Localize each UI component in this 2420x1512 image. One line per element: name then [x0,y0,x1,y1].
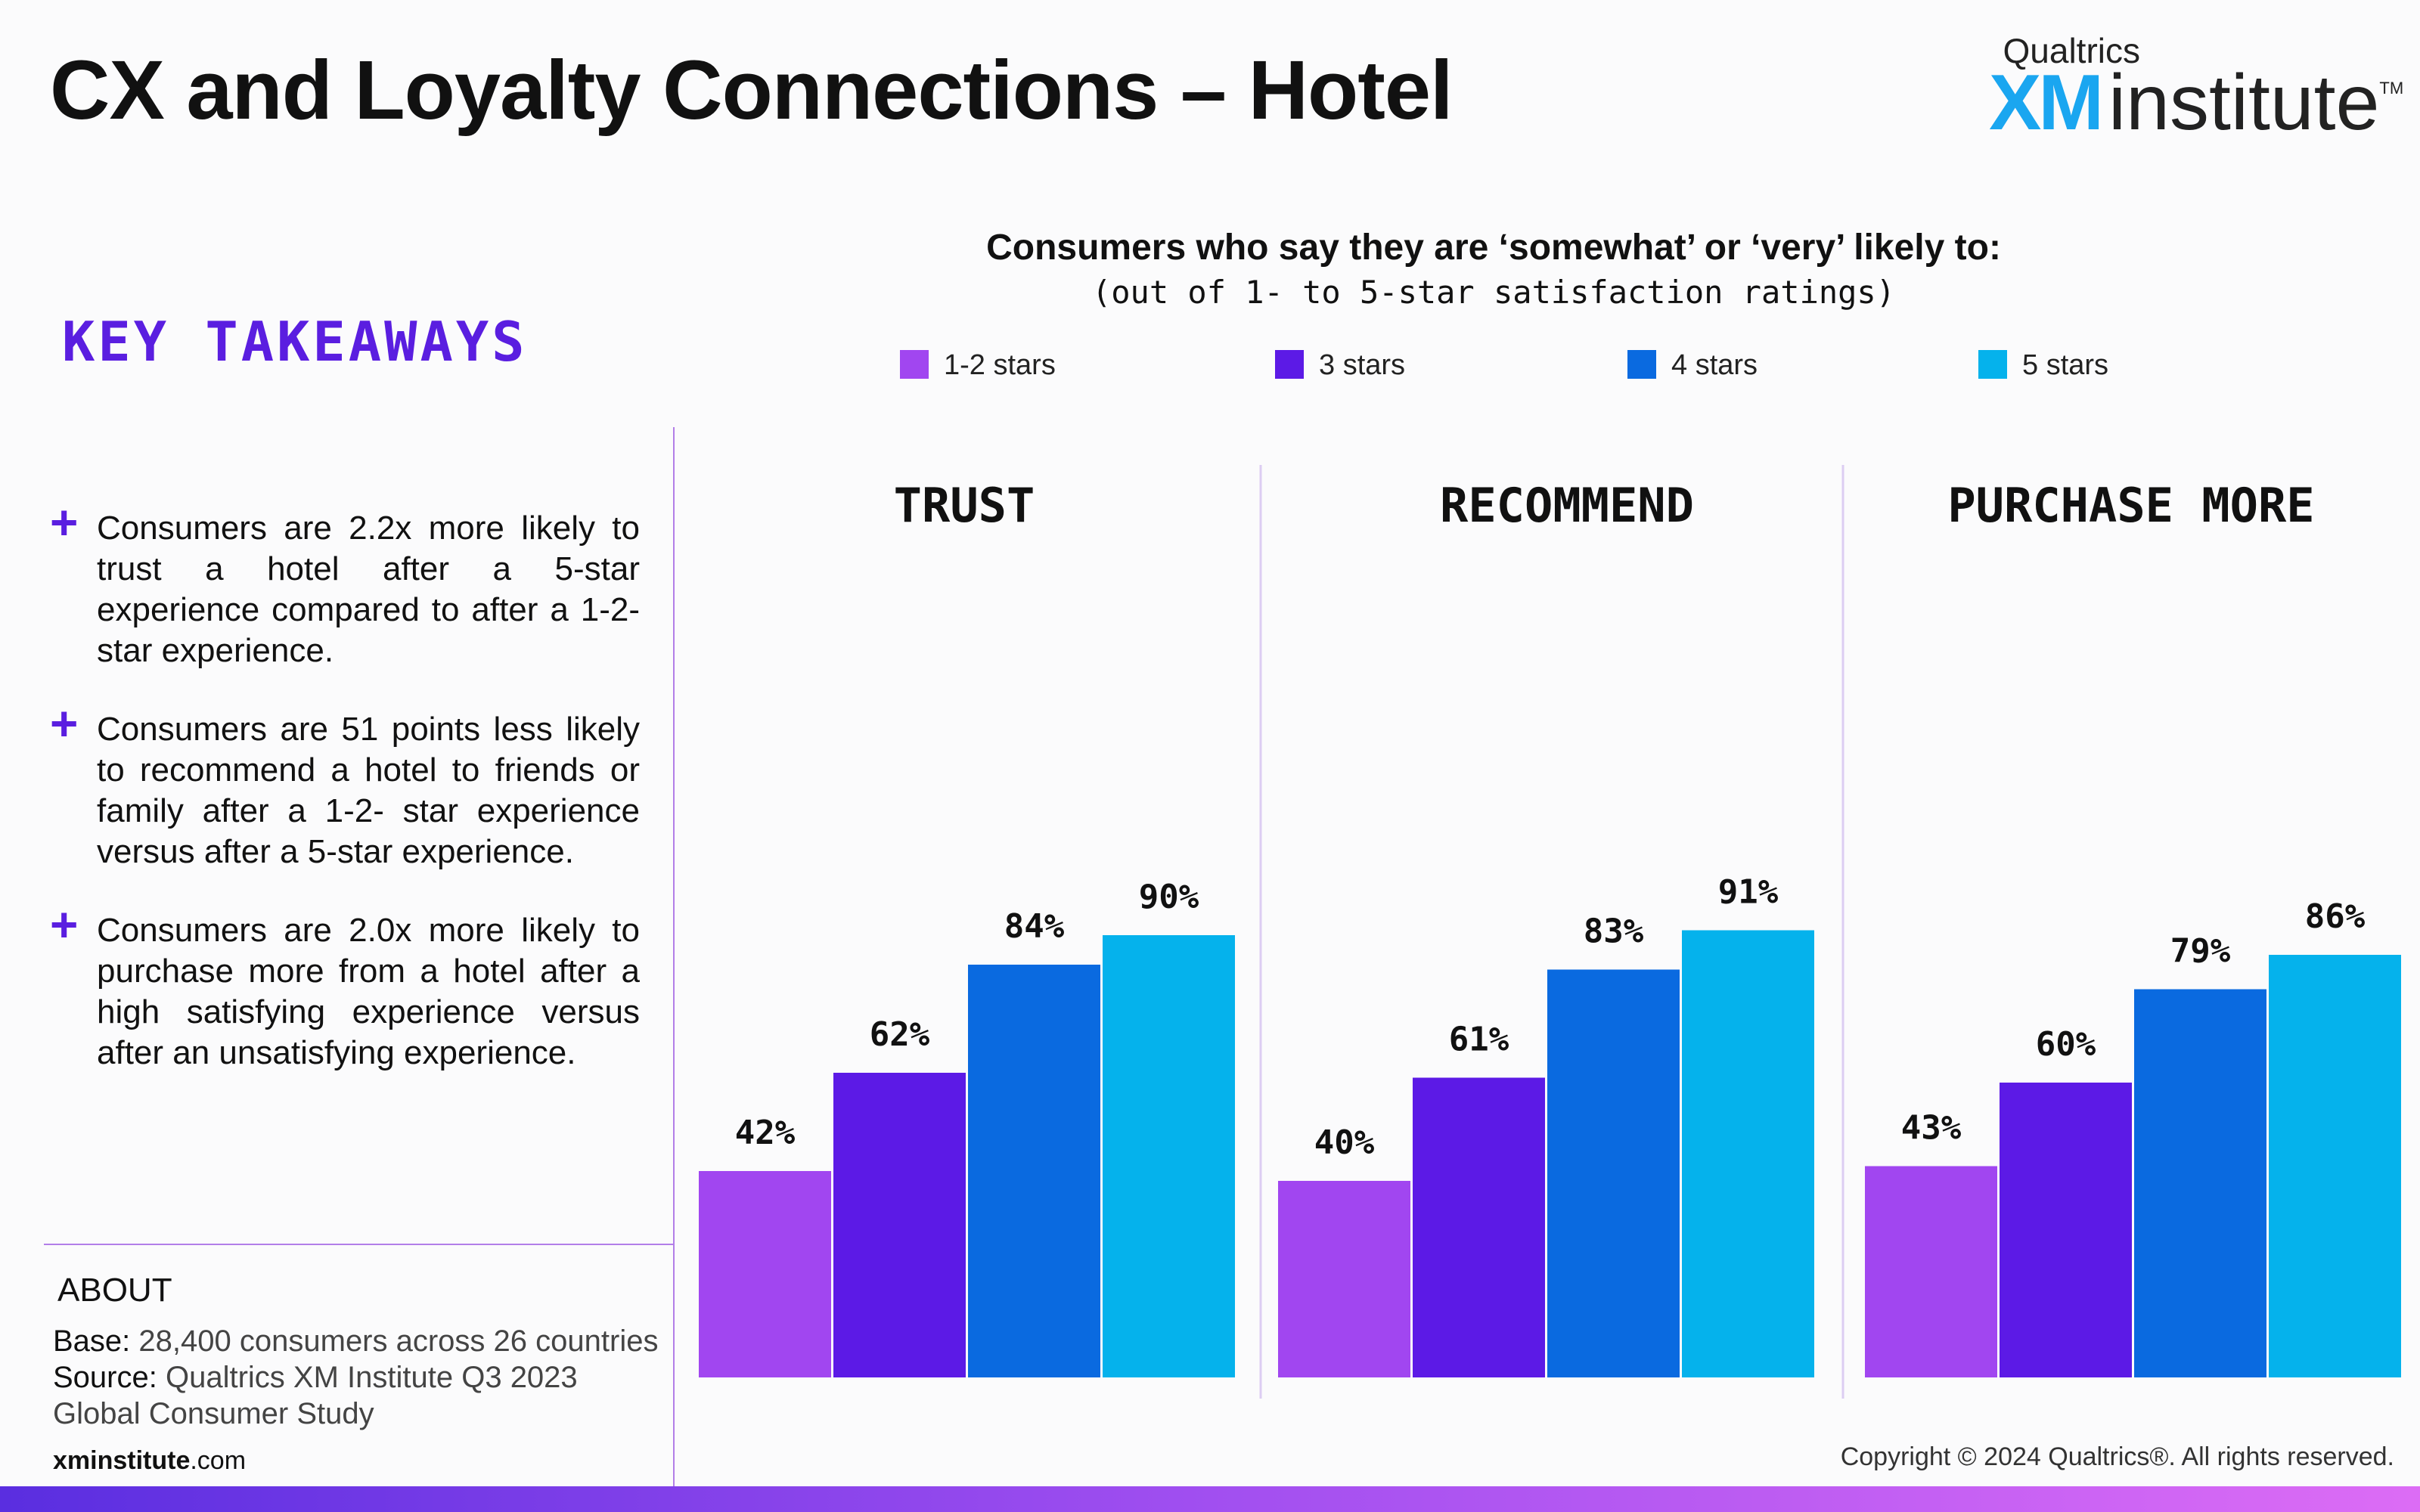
group-label: PURCHASE MORE [1947,478,2314,533]
data-label: 86% [2305,897,2366,936]
bar [1278,1181,1410,1377]
legend-item: 5 stars [1978,349,2108,382]
bar [2000,1083,2132,1377]
legend-label: 4 stars [1671,349,1758,381]
data-label: 40% [1314,1123,1375,1162]
base-text: 28,400 consumers across 26 countries [138,1325,659,1358]
legend-label: 1-2 stars [944,349,1056,381]
plus-icon: + [50,495,79,550]
takeaway-item: + Consumers are 2.2x more likely to trus… [50,498,640,671]
bottom-gradient-bar [0,1486,2420,1512]
data-label: 61% [1449,1021,1509,1059]
about-source: Source: Qualtrics XM Institute Q3 2023 G… [53,1359,673,1432]
site-link[interactable]: xminstitute.com [53,1446,246,1476]
group-label: TRUST [894,478,1035,533]
legend-swatch [1978,350,2007,379]
takeaway-text: Consumers are 2.0x more likely to purcha… [97,912,640,1071]
logo-institute: institute [2108,59,2380,147]
data-label: 91% [1718,873,1779,912]
data-label: 90% [1139,878,1199,916]
panel-divider [673,427,675,1489]
legend-item: 1-2 stars [900,349,1056,382]
legend-swatch [1275,350,1304,379]
group-label: RECOMMEND [1440,478,1694,533]
bar [1103,935,1235,1377]
data-label: 60% [2036,1025,2096,1064]
source-text: Qualtrics XM Institute Q3 2023 Global Co… [53,1361,578,1430]
bar [968,965,1100,1377]
bar [1682,930,1814,1377]
takeaway-text: Consumers are 51 points less likely to r… [97,711,640,870]
bar [1547,969,1680,1377]
data-label: 42% [735,1114,796,1152]
data-label: 43% [1901,1109,1962,1148]
key-takeaways-heading: KEY TAKEAWAYS [62,310,528,373]
bar [699,1171,831,1377]
takeaway-text: Consumers are 2.2x more likely to trust … [97,510,640,669]
legend-item: 4 stars [1627,349,1758,382]
site-bold: xminstitute [53,1446,191,1475]
about-heading: ABOUT [57,1272,172,1309]
data-label: 83% [1584,912,1644,951]
data-label: 84% [1004,907,1065,946]
site-rest: .com [190,1446,247,1475]
bar [833,1073,966,1377]
bar [1413,1077,1545,1377]
logo-xm: XM [1989,59,2104,147]
legend-label: 5 stars [2022,349,2109,381]
plus-icon: + [50,696,79,751]
xm-institute-logo: XMinstituteTM [1989,64,2403,142]
data-label: 62% [870,1015,930,1054]
chart-subtitle: (out of 1- to 5-star satisfaction rating… [1091,274,1896,311]
about-divider [44,1244,673,1245]
about-base: Base: 28,400 consumers across 26 countri… [53,1323,658,1359]
legend-item: 3 stars [1275,349,1405,382]
page-title: CX and Loyalty Connections – Hotel [50,44,1454,137]
takeaway-item: + Consumers are 51 points less likely to… [50,699,640,872]
legend-label: 3 stars [1319,349,1406,381]
plus-icon: + [50,897,79,952]
copyright: Copyright © 2024 Qualtrics®. All rights … [1840,1442,2394,1471]
bar [2269,955,2401,1377]
logo-tm: TM [2379,79,2404,98]
chart-title: Consumers who say they are ‘somewhat’ or… [986,228,2001,268]
legend-swatch [1627,350,1656,379]
bar [1865,1166,1997,1377]
base-label: Base: [53,1325,131,1358]
data-label: 79% [2170,932,2231,971]
bar [2134,989,2266,1377]
source-label: Source: [53,1361,157,1394]
legend-swatch [900,350,929,379]
logo-qualtrics-text: Qualtrics [2003,31,2140,70]
takeaway-item: + Consumers are 2.0x more likely to purc… [50,900,640,1074]
